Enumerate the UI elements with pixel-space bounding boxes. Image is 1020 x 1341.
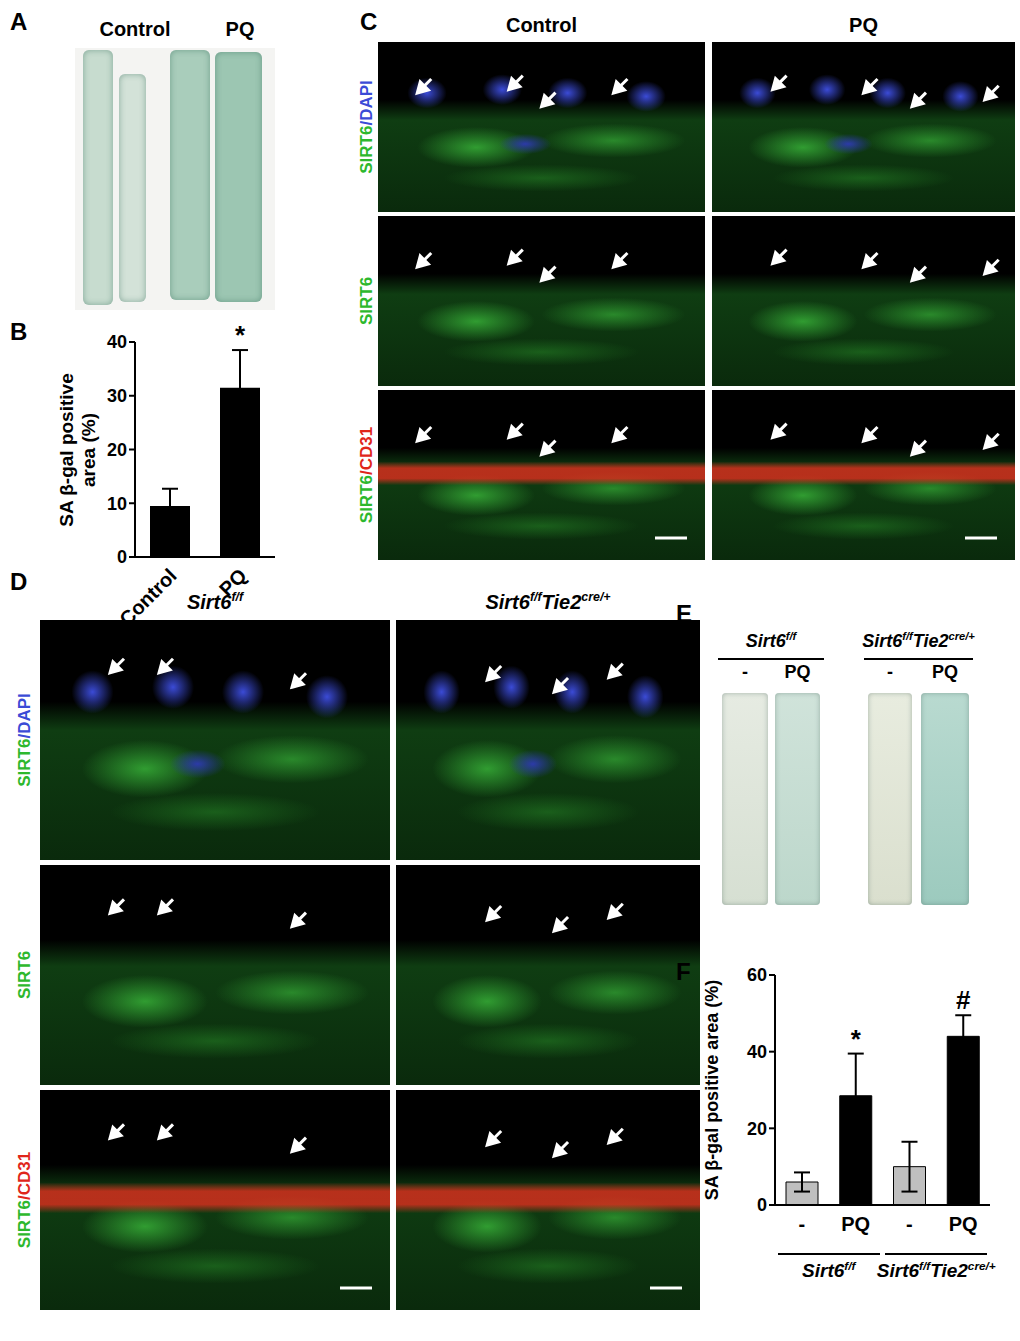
html-text:/DAPI: /DAPI (15, 693, 35, 739)
html-text:SIRT6: SIRT6 (357, 276, 377, 326)
svg-text:30: 30 (107, 386, 127, 406)
html-text:SA β-gal positive area (%): SA β-gal positive area (%) (701, 979, 722, 1201)
html-text:A: A (10, 8, 28, 35)
html-text:SIRT6: SIRT6 (15, 738, 35, 787)
svg-text:PQ: PQ (949, 1213, 978, 1235)
svg-text:20: 20 (107, 440, 127, 460)
svg-text:10: 10 (107, 494, 127, 514)
html-text:D: D (10, 568, 28, 595)
html-text:/CD31: /CD31 (15, 1151, 35, 1200)
html-text:F: F (676, 958, 691, 985)
html-text:E: E (676, 600, 692, 627)
html-text:Sirt6f/fTie2cre/+: Sirt6f/fTie2cre/+ (876, 1259, 996, 1282)
svg-text:Control: Control (115, 564, 181, 631)
html-text:Sirt6f/f: Sirt6f/f (802, 1259, 856, 1282)
html-text:Sirt6f/fTie2cre/+: Sirt6f/fTie2cre/+ (862, 630, 975, 651)
html-text:Sirt6f/fTie2cre/+: Sirt6f/fTie2cre/+ (485, 590, 611, 613)
html-text:area (%): area (%) (78, 413, 99, 487)
html-text:Sirt6f/f: Sirt6f/f (745, 630, 797, 651)
svg-text:PQ: PQ (841, 1213, 870, 1235)
svg-text:0: 0 (757, 1195, 767, 1215)
html-text:PQ: PQ (932, 662, 958, 682)
svg-text:*: * (235, 322, 246, 350)
html-text:SIRT6: SIRT6 (15, 950, 35, 1000)
html-text:PQ: PQ (784, 662, 811, 682)
html-text:SIRT6: SIRT6 (357, 475, 377, 524)
svg-text:40: 40 (747, 1042, 767, 1062)
html-text:SA β-gal positive: SA β-gal positive (56, 373, 78, 527)
svg-text:#: # (956, 985, 971, 1015)
html-text:/DAPI: /DAPI (357, 80, 377, 126)
html-text:Sirt6f/f: Sirt6f/f (186, 590, 244, 613)
html-text:/CD31: /CD31 (357, 426, 377, 475)
html-text:Control: Control (99, 18, 171, 40)
svg-text:-: - (906, 1213, 913, 1235)
svg-text:PQ: PQ (214, 564, 251, 601)
svg-text:60: 60 (747, 965, 767, 985)
html-text:PQ: PQ (225, 18, 255, 40)
svg-text:0: 0 (117, 547, 127, 567)
html-text:B: B (10, 318, 28, 345)
svg-text:20: 20 (747, 1119, 767, 1139)
html-text:C: C (360, 8, 378, 35)
svg-text:-: - (799, 1213, 806, 1235)
svg-text:*: * (851, 1024, 862, 1054)
svg-text:40: 40 (107, 332, 127, 352)
html-text:SIRT6: SIRT6 (15, 1200, 35, 1249)
html-text:SIRT6: SIRT6 (357, 125, 377, 174)
html-text:Control: Control (506, 14, 577, 36)
html-text:PQ: PQ (849, 14, 878, 36)
